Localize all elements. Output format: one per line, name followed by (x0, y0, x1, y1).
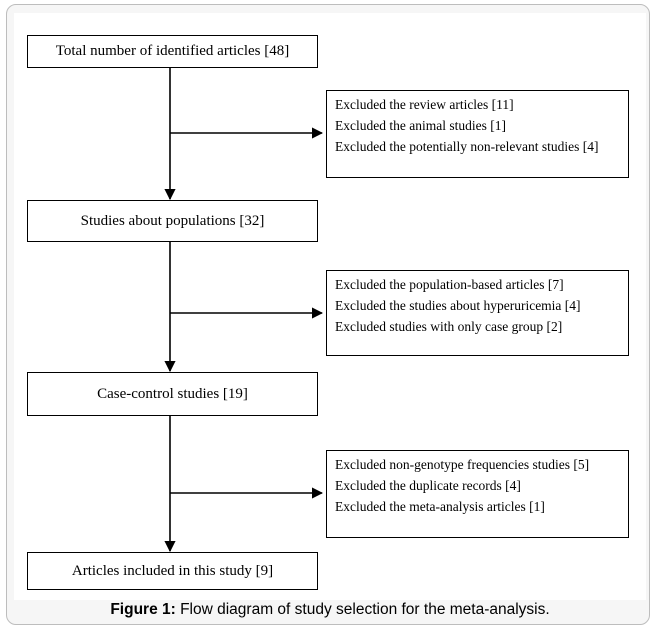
included-articles-box: Articles included in this study [9] (27, 552, 318, 590)
exclusion-box-3: Excluded non-genotype frequencies studie… (326, 450, 629, 538)
exclusion-2-item: Excluded studies with only case group [2… (335, 319, 563, 334)
exclusion-2-item: Excluded the population-based articles [… (335, 277, 564, 292)
populations-label: Studies about populations [32] (80, 212, 265, 229)
exclusion-box-1: Excluded the review articles [11] Exclud… (326, 90, 629, 178)
exclusion-3-item: Excluded non-genotype frequencies studie… (335, 457, 590, 472)
caption-label: Figure 1: (110, 601, 176, 618)
exclusion-box-2: Excluded the population-based articles [… (326, 270, 629, 356)
case-control-label: Case-control studies [19] (97, 385, 248, 402)
exclusion-1-item: Excluded the potentially non-relevant st… (335, 139, 599, 154)
included-articles-label: Articles included in this study [9] (71, 562, 274, 579)
exclusion-3-item: Excluded the duplicate records [4] (335, 478, 521, 493)
figure-caption: Figure 1: Flow diagram of study selectio… (0, 601, 660, 619)
case-control-box: Case-control studies [19] (27, 372, 318, 416)
caption-text: Flow diagram of study selection for the … (175, 601, 550, 618)
identified-articles-box: Total number of identified articles [48] (27, 35, 318, 68)
exclusion-1-item: Excluded the animal studies [1] (335, 118, 506, 133)
identified-articles-label: Total number of identified articles [48] (55, 43, 290, 59)
populations-box: Studies about populations [32] (27, 200, 318, 242)
exclusion-3-item: Excluded the meta-analysis articles [1] (335, 499, 545, 514)
exclusion-1-item: Excluded the review articles [11] (335, 97, 514, 112)
exclusion-2-item: Excluded the studies about hyperuricemia… (335, 298, 581, 313)
